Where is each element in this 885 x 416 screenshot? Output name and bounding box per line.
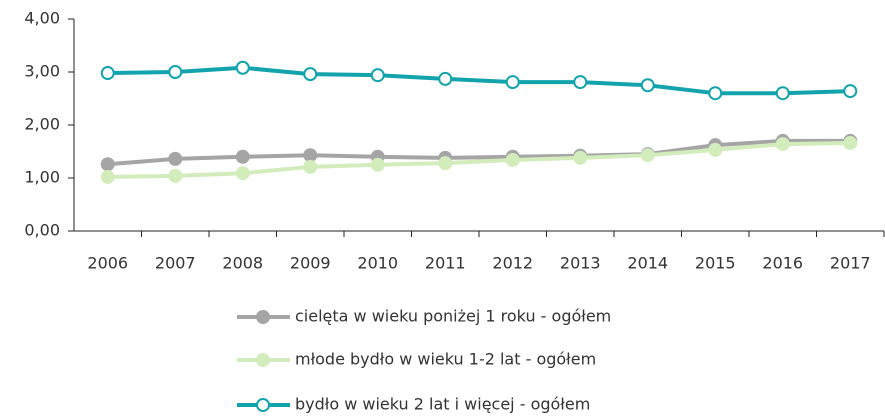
point xyxy=(438,156,453,171)
x-tick-label: 2017 xyxy=(830,254,871,273)
x-tick-label: 2012 xyxy=(492,254,533,273)
legend-label: cielęta w wieku poniżej 1 roku - ogółem xyxy=(295,307,611,326)
point xyxy=(168,168,183,183)
point xyxy=(640,148,655,163)
y-tick-label: 2,00 xyxy=(24,115,60,134)
point xyxy=(303,159,318,174)
point xyxy=(708,86,723,101)
point xyxy=(505,152,520,167)
y-tick-label: 4,00 xyxy=(24,9,60,28)
point xyxy=(843,84,858,99)
legend-marker xyxy=(256,398,270,412)
legend-label: młode bydło w wieku 1-2 lat - ogółem xyxy=(295,350,596,369)
x-tick-label: 2011 xyxy=(425,254,466,273)
x-tick-label: 2014 xyxy=(627,254,668,273)
x-tick-label: 2016 xyxy=(762,254,803,273)
legend-label: bydło w wieku 2 lat i więcej - ogółem xyxy=(295,395,590,414)
series-line xyxy=(107,65,851,96)
point xyxy=(775,86,790,101)
point xyxy=(303,67,318,82)
point xyxy=(235,60,250,75)
x-tick-label: 2006 xyxy=(87,254,128,273)
x-tick-label: 2009 xyxy=(290,254,331,273)
point xyxy=(708,142,723,157)
point xyxy=(235,149,250,164)
legend-marker xyxy=(256,310,270,324)
point xyxy=(505,75,520,90)
point xyxy=(573,150,588,165)
legend-marker xyxy=(256,353,270,367)
point xyxy=(640,78,655,93)
point xyxy=(843,136,858,151)
point xyxy=(100,169,115,184)
point xyxy=(168,65,183,79)
x-tick-label: 2013 xyxy=(560,254,601,273)
point xyxy=(370,157,385,172)
y-tick-label: 3,00 xyxy=(24,62,60,81)
point xyxy=(775,137,790,152)
x-tick-label: 2010 xyxy=(357,254,398,273)
y-tick-label: 1,00 xyxy=(24,168,60,187)
point xyxy=(235,166,250,181)
x-tick-label: 2008 xyxy=(222,254,263,273)
point xyxy=(438,71,453,86)
series-line xyxy=(107,141,851,179)
point xyxy=(100,66,115,81)
series-line xyxy=(107,138,851,167)
point xyxy=(573,75,588,90)
point xyxy=(303,148,318,163)
point xyxy=(168,151,183,166)
x-tick-label: 2015 xyxy=(695,254,736,273)
x-tick-label: 2007 xyxy=(155,254,196,273)
point xyxy=(370,68,385,83)
y-tick-label: 0,00 xyxy=(24,221,60,240)
point xyxy=(100,157,115,172)
